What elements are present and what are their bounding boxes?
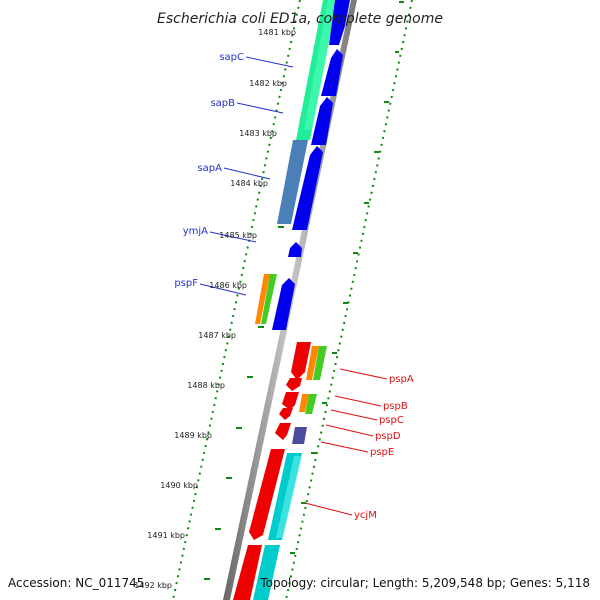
gene-label-pspB[interactable]: pspB — [383, 401, 408, 412]
kbp-label: 1489 kbp — [174, 431, 212, 440]
gene-label-pspC[interactable]: pspC — [379, 415, 404, 426]
reverse-strand-genes — [233, 342, 327, 600]
outer-track-right — [285, 0, 413, 600]
feature-pspC-orange — [299, 394, 309, 412]
feature-pspF-orange — [255, 274, 270, 324]
topology-label: Topology: circular; Length: 5,209,548 bp… — [259, 576, 590, 590]
cds-arrow-pspB[interactable] — [286, 378, 302, 391]
forward-leader-lines — [199, 56, 294, 296]
feature-sapA-cds[interactable] — [277, 140, 308, 224]
cds-arrow-sapA[interactable] — [292, 146, 323, 230]
kbp-label: 1491 kbp — [147, 531, 185, 540]
feature-pspE-purple — [292, 427, 307, 444]
forward-strand-genes — [255, 0, 350, 330]
cds-arrow-pspE[interactable] — [275, 423, 291, 440]
map-title: Escherichia coli ED1a, complete genome — [157, 11, 443, 27]
cds-arrow-sapB[interactable] — [311, 97, 333, 145]
feature-pspA-green — [313, 346, 327, 380]
gene-label-sapC[interactable]: sapC — [219, 52, 244, 63]
feature-pspA-orange — [306, 346, 319, 380]
scale-ticks — [204, 1, 404, 580]
cds-arrow-pspC[interactable] — [282, 392, 299, 410]
gene-label-sapA[interactable]: sapA — [197, 163, 222, 174]
gene-label-ycjM[interactable]: ycjM — [354, 510, 377, 521]
feature-sapCB-overlay — [304, 0, 337, 130]
kbp-label: 1492 kbp — [134, 581, 172, 590]
cds-arrow-ycjM[interactable] — [249, 449, 285, 540]
cds-arrow-pspF[interactable] — [272, 278, 295, 330]
kbp-label: 1481 kbp — [258, 28, 296, 37]
gene-label-pspA[interactable]: pspA — [389, 374, 414, 385]
feature-next-cyan — [253, 545, 280, 600]
kbp-label: 1490 kbp — [160, 481, 198, 490]
feature-pspF-green — [261, 274, 277, 324]
kbp-label: 1482 kbp — [249, 79, 287, 88]
forward-gene-labels: sapC sapB sapA ymjA pspF — [174, 52, 244, 289]
gene-label-sapB[interactable]: sapB — [210, 98, 235, 109]
gene-label-pspD[interactable]: pspD — [375, 431, 401, 442]
cds-arrow-next-red[interactable] — [233, 545, 262, 600]
reverse-gene-labels: pspA pspB pspC pspD pspE ycjM — [354, 374, 414, 521]
kbp-label: 1485 kbp — [219, 231, 257, 240]
cds-arrow-pspA[interactable] — [291, 342, 311, 380]
kbp-label: 1483 kbp — [239, 129, 277, 138]
cds-arrow-pspD[interactable] — [279, 408, 293, 420]
cds-arrow-1[interactable] — [329, 0, 350, 45]
gene-label-pspF[interactable]: pspF — [174, 278, 198, 289]
kbp-labels: 1481 kbp 1482 kbp 1483 kbp 1484 kbp 1485… — [134, 28, 296, 590]
feature-pspC-green — [305, 394, 317, 414]
gene-label-ymjA[interactable]: ymjA — [183, 226, 208, 237]
cds-arrow-sapC[interactable] — [321, 49, 343, 96]
gene-label-pspE[interactable]: pspE — [370, 447, 394, 458]
kbp-label: 1488 kbp — [187, 381, 225, 390]
kbp-label: 1484 kbp — [230, 179, 268, 188]
feature-ycjM-cyan-highlight — [276, 456, 302, 538]
kbp-label: 1486 kbp — [209, 281, 247, 290]
kbp-label: 1487 kbp — [198, 331, 236, 340]
accession-label: Accession: NC_011745 — [8, 576, 144, 590]
reverse-leader-lines — [304, 368, 388, 516]
outer-track-left — [172, 0, 301, 600]
cds-arrow-ymjA[interactable] — [288, 242, 302, 257]
